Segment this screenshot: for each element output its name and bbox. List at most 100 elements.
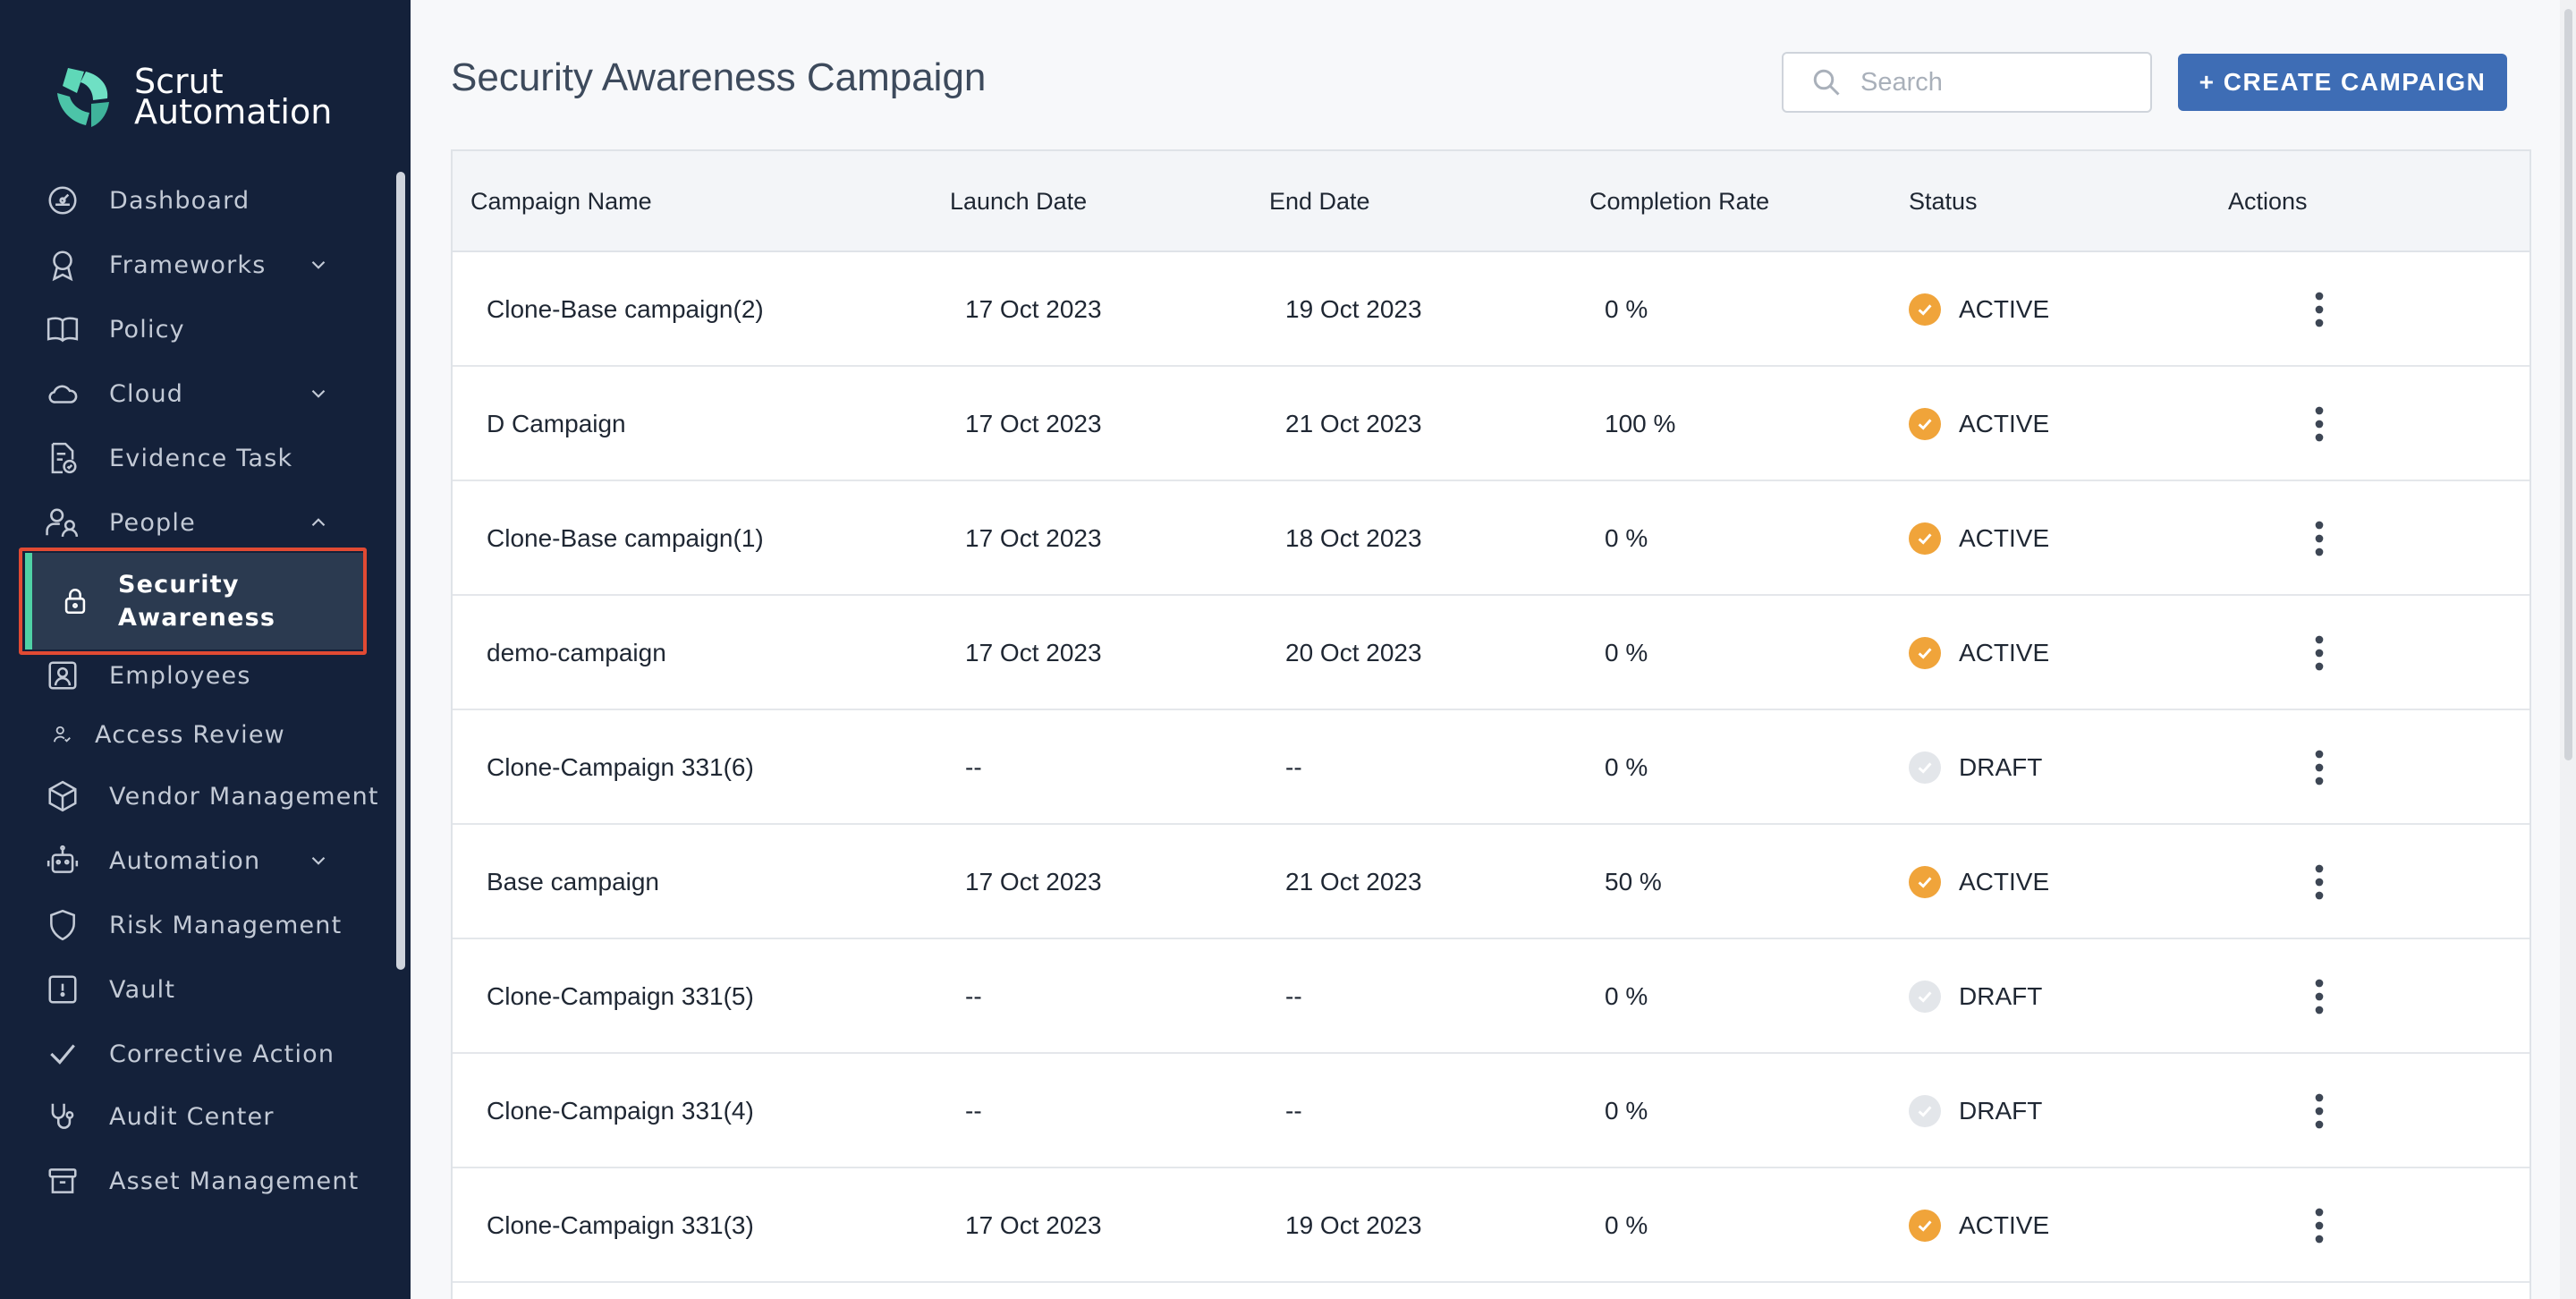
campaign-name-cell: Clone-Campaign 331(4) xyxy=(487,1097,754,1125)
sidebar-item-label: Cloud xyxy=(109,379,184,408)
scrut-logo-icon xyxy=(57,68,109,127)
table-row[interactable]: Base campaign 17 Oct 2023 21 Oct 2023 50 % A… xyxy=(453,825,2529,939)
check-icon xyxy=(45,1036,80,1072)
more-actions-icon[interactable] xyxy=(2301,367,2337,481)
create-campaign-button[interactable]: + CREATE CAMPAIGN xyxy=(2178,54,2507,111)
search-input[interactable] xyxy=(1860,67,2129,98)
table-header: Campaign Name Launch Date End Date Compl… xyxy=(453,151,2529,252)
sidebar-item-security-awareness[interactable]: Security Awareness xyxy=(25,553,365,650)
brand-name: Scrut Automation xyxy=(134,62,332,129)
sidebar-scrollbar[interactable] xyxy=(396,172,405,970)
status-label: DRAFT xyxy=(1959,753,2043,781)
column-header-actions: Actions xyxy=(2228,188,2308,215)
sidebar-item-label: Risk Management xyxy=(109,911,343,939)
launch-date-cell: 17 Oct 2023 xyxy=(965,868,1102,896)
stethoscope-icon xyxy=(45,1099,80,1134)
sidebar-item-employees[interactable]: Employees xyxy=(45,650,251,700)
status-badge: ACTIVE xyxy=(1909,825,2049,939)
chevron-down-icon[interactable] xyxy=(302,249,335,281)
active-check-icon xyxy=(1909,408,1941,440)
sidebar-item-risk-management[interactable]: Risk Management xyxy=(45,900,342,950)
table-row[interactable]: demo-campaign 17 Oct 2023 20 Oct 2023 0 % AC… xyxy=(453,596,2529,710)
status-badge: ACTIVE xyxy=(1909,1168,2049,1283)
brand-logo[interactable]: Scrut Automation xyxy=(50,63,332,131)
sidebar-item-people[interactable]: People xyxy=(45,497,196,548)
launch-date-cell: 17 Oct 2023 xyxy=(965,1211,1102,1239)
robot-icon xyxy=(45,843,80,879)
page-title: Security Awareness Campaign xyxy=(451,55,987,99)
page-scrollbar-thumb[interactable] xyxy=(2564,9,2572,760)
main-content: Security Awareness Campaign + CREATE CAM… xyxy=(411,0,2576,1299)
status-badge: ACTIVE xyxy=(1909,252,2049,367)
sidebar-item-access-review[interactable]: Access Review xyxy=(52,709,285,760)
campaigns-table: Campaign Name Launch Date End Date Compl… xyxy=(451,149,2531,1299)
table-row[interactable]: Clone-Campaign 331(4) -- -- 0 % DRAFT xyxy=(453,1054,2529,1168)
status-label: DRAFT xyxy=(1959,982,2043,1010)
column-header-completion-rate[interactable]: Completion Rate xyxy=(1589,188,1770,215)
sidebar-item-label: Dashboard xyxy=(109,186,250,215)
cloud-icon xyxy=(45,376,80,412)
end-date-cell: -- xyxy=(1285,1097,1302,1125)
search-box[interactable] xyxy=(1782,52,2152,113)
sidebar-item-asset-management[interactable]: Asset Management xyxy=(45,1156,359,1206)
page-scrollbar[interactable] xyxy=(2560,0,2576,1299)
sidebar-item-evidence-task[interactable]: Evidence Task xyxy=(45,433,292,483)
more-actions-icon[interactable] xyxy=(2301,710,2337,825)
end-date-cell: 20 Oct 2023 xyxy=(1285,639,1422,666)
more-actions-icon[interactable] xyxy=(2301,1054,2337,1168)
sidebar-item-frameworks[interactable]: Frameworks xyxy=(45,240,267,290)
sidebar-item-cloud[interactable]: Cloud xyxy=(45,369,183,419)
user-review-icon xyxy=(52,717,73,752)
column-header-status[interactable]: Status xyxy=(1909,188,1978,215)
chevron-down-icon[interactable] xyxy=(302,378,335,410)
sidebar-item-corrective-action[interactable]: Corrective Action xyxy=(45,1029,335,1079)
table-row[interactable]: D Campaign 17 Oct 2023 21 Oct 2023 100 % ACT… xyxy=(453,367,2529,481)
campaign-name-cell: Clone-Campaign 331(3) xyxy=(487,1211,754,1239)
table-row[interactable]: Clone-Campaign 331(3) 17 Oct 2023 19 Oct 2… xyxy=(453,1168,2529,1283)
document-check-icon xyxy=(45,440,80,476)
sidebar-item-vendor-management[interactable]: Vendor Management xyxy=(45,771,379,821)
sidebar-item-label: Employees xyxy=(109,661,251,690)
sidebar-item-label: Asset Management xyxy=(109,1167,360,1195)
sidebar-item-policy[interactable]: Policy xyxy=(45,304,185,354)
active-check-icon xyxy=(1909,866,1941,898)
end-date-cell: 19 Oct 2023 xyxy=(1285,295,1422,323)
sidebar-item-label: Evidence Task xyxy=(109,444,293,472)
sidebar-item-label: Vendor Management xyxy=(109,782,379,811)
launch-date-cell: -- xyxy=(965,1097,982,1125)
campaign-name-cell: Clone-Campaign 331(6) xyxy=(487,753,754,781)
table-row[interactable]: Clone-Campaign 331(6) -- -- 0 % DRAFT xyxy=(453,710,2529,825)
more-actions-icon[interactable] xyxy=(2301,252,2337,367)
brand-line1: Scrut xyxy=(134,62,224,101)
sidebar-item-automation[interactable]: Automation xyxy=(45,836,260,886)
dashboard-gauge-icon xyxy=(45,183,80,218)
chevron-up-icon[interactable] xyxy=(302,506,335,539)
completion-rate-cell: 0 % xyxy=(1605,753,1648,781)
campaign-name-cell: Clone-Campaign 331(5) xyxy=(487,982,754,1010)
sidebar-item-vault[interactable]: Vault xyxy=(45,964,175,1015)
campaign-name-cell: Clone-Base campaign(2) xyxy=(487,295,764,323)
chevron-down-icon[interactable] xyxy=(302,845,335,877)
active-check-icon xyxy=(1909,1210,1941,1242)
sidebar-item-audit-center[interactable]: Audit Center xyxy=(45,1091,275,1142)
launch-date-cell: 17 Oct 2023 xyxy=(965,524,1102,552)
more-actions-icon[interactable] xyxy=(2301,481,2337,596)
more-actions-icon[interactable] xyxy=(2301,939,2337,1054)
end-date-cell: -- xyxy=(1285,753,1302,781)
more-actions-icon[interactable] xyxy=(2301,825,2337,939)
column-header-end-date[interactable]: End Date xyxy=(1269,188,1370,215)
more-actions-icon[interactable] xyxy=(2301,596,2337,710)
table-row[interactable]: Clone-Base campaign(2) 17 Oct 2023 19 Oct … xyxy=(453,252,2529,367)
draft-check-icon xyxy=(1909,1095,1941,1127)
more-actions-icon[interactable] xyxy=(2301,1168,2337,1283)
column-header-campaign-name[interactable]: Campaign Name xyxy=(470,188,652,215)
status-badge: DRAFT xyxy=(1909,1054,2042,1168)
column-header-launch-date[interactable]: Launch Date xyxy=(950,188,1088,215)
table-row[interactable]: Clone-Campaign 331(5) -- -- 0 % DRAFT xyxy=(453,939,2529,1054)
completion-rate-cell: 0 % xyxy=(1605,982,1648,1010)
sidebar-item-dashboard[interactable]: Dashboard xyxy=(45,175,250,225)
shield-icon xyxy=(45,907,80,943)
end-date-cell: 21 Oct 2023 xyxy=(1285,410,1422,437)
completion-rate-cell: 100 % xyxy=(1605,410,1676,437)
table-row[interactable]: Clone-Base campaign(1) 17 Oct 2023 18 Oct … xyxy=(453,481,2529,596)
